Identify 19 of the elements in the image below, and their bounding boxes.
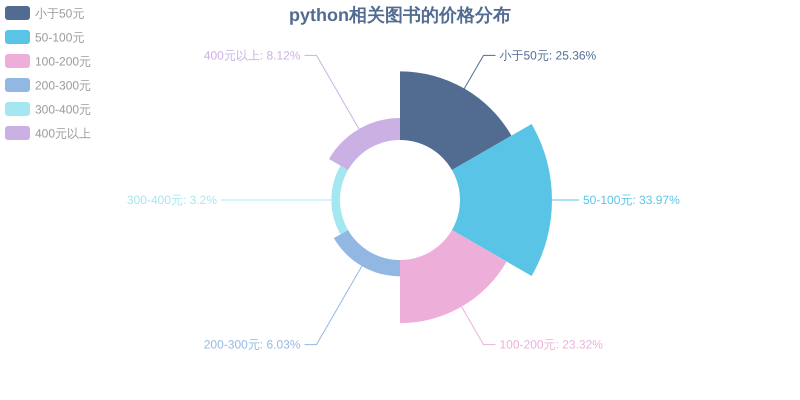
slice-value: : 8.12% <box>260 48 300 62</box>
slice-value: : 33.97% <box>632 193 680 207</box>
slice-name: 50-100元 <box>583 193 632 207</box>
legend-label: 50-100元 <box>35 30 84 44</box>
slice-name: 400元以上 <box>204 48 260 62</box>
slice-name: 300-400元 <box>126 193 183 207</box>
slice-name: 100-200元 <box>500 338 556 352</box>
legend-label: 400元以上 <box>35 126 92 140</box>
legend-label: 200-300元 <box>35 78 92 92</box>
title: python相关图书的价格分布 <box>289 5 511 25</box>
slice-name: 小于50元 <box>500 48 549 62</box>
slice-value: : 23.32% <box>556 338 603 352</box>
legend-label: 300-400元 <box>35 102 92 116</box>
legend-label: 小于50元 <box>35 6 84 20</box>
slice-name: 200-300元 <box>204 338 260 352</box>
slice-value: : 25.36% <box>548 48 596 62</box>
legend-label: 100-200元 <box>35 54 92 68</box>
slice-value: : 3.2% <box>182 193 217 207</box>
slice-value: : 6.03% <box>260 338 300 352</box>
